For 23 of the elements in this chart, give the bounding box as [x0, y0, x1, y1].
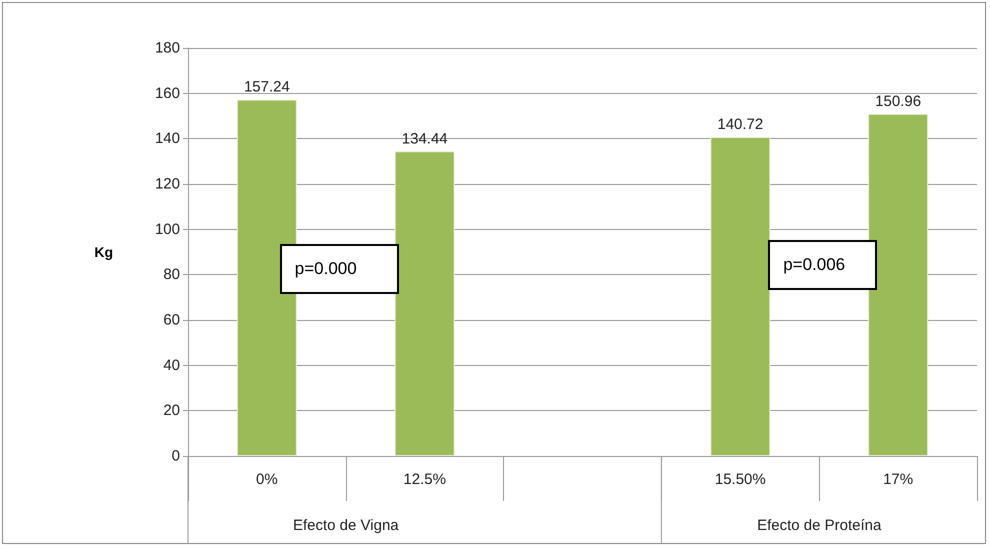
- y-tick-label: 0: [172, 448, 180, 464]
- data-label: 150.96: [875, 92, 922, 110]
- text: Efecto de Proteína: [757, 517, 882, 534]
- text: Efecto de Vigna: [292, 517, 400, 534]
- y-tick-label: 60: [163, 312, 180, 328]
- y-tick-label: 100: [154, 220, 180, 238]
- note-box: p=0.000: [280, 244, 399, 294]
- y-tick-label: 140: [154, 130, 180, 148]
- data-label: 157.24: [244, 78, 290, 96]
- x-tick-label: 0%: [256, 471, 278, 488]
- y-tick-label: 180: [154, 40, 180, 56]
- note-box: p=0.006: [768, 240, 878, 290]
- y-axis-title: Kg: [94, 244, 113, 260]
- x-tick-label: 15.50%: [714, 471, 766, 488]
- y-tick-label: 120: [154, 176, 180, 192]
- y-tick-label: 160: [154, 84, 180, 102]
- data-label: 134.44: [402, 130, 448, 148]
- x-tick-label: 17%: [883, 471, 914, 488]
- x-tick-label: 12.5%: [403, 471, 446, 488]
- data-label: 140.72: [717, 116, 764, 134]
- y-tick-label: 80: [163, 266, 180, 284]
- y-tick-label: 20: [163, 402, 180, 420]
- y-tick-label: 40: [163, 356, 180, 374]
